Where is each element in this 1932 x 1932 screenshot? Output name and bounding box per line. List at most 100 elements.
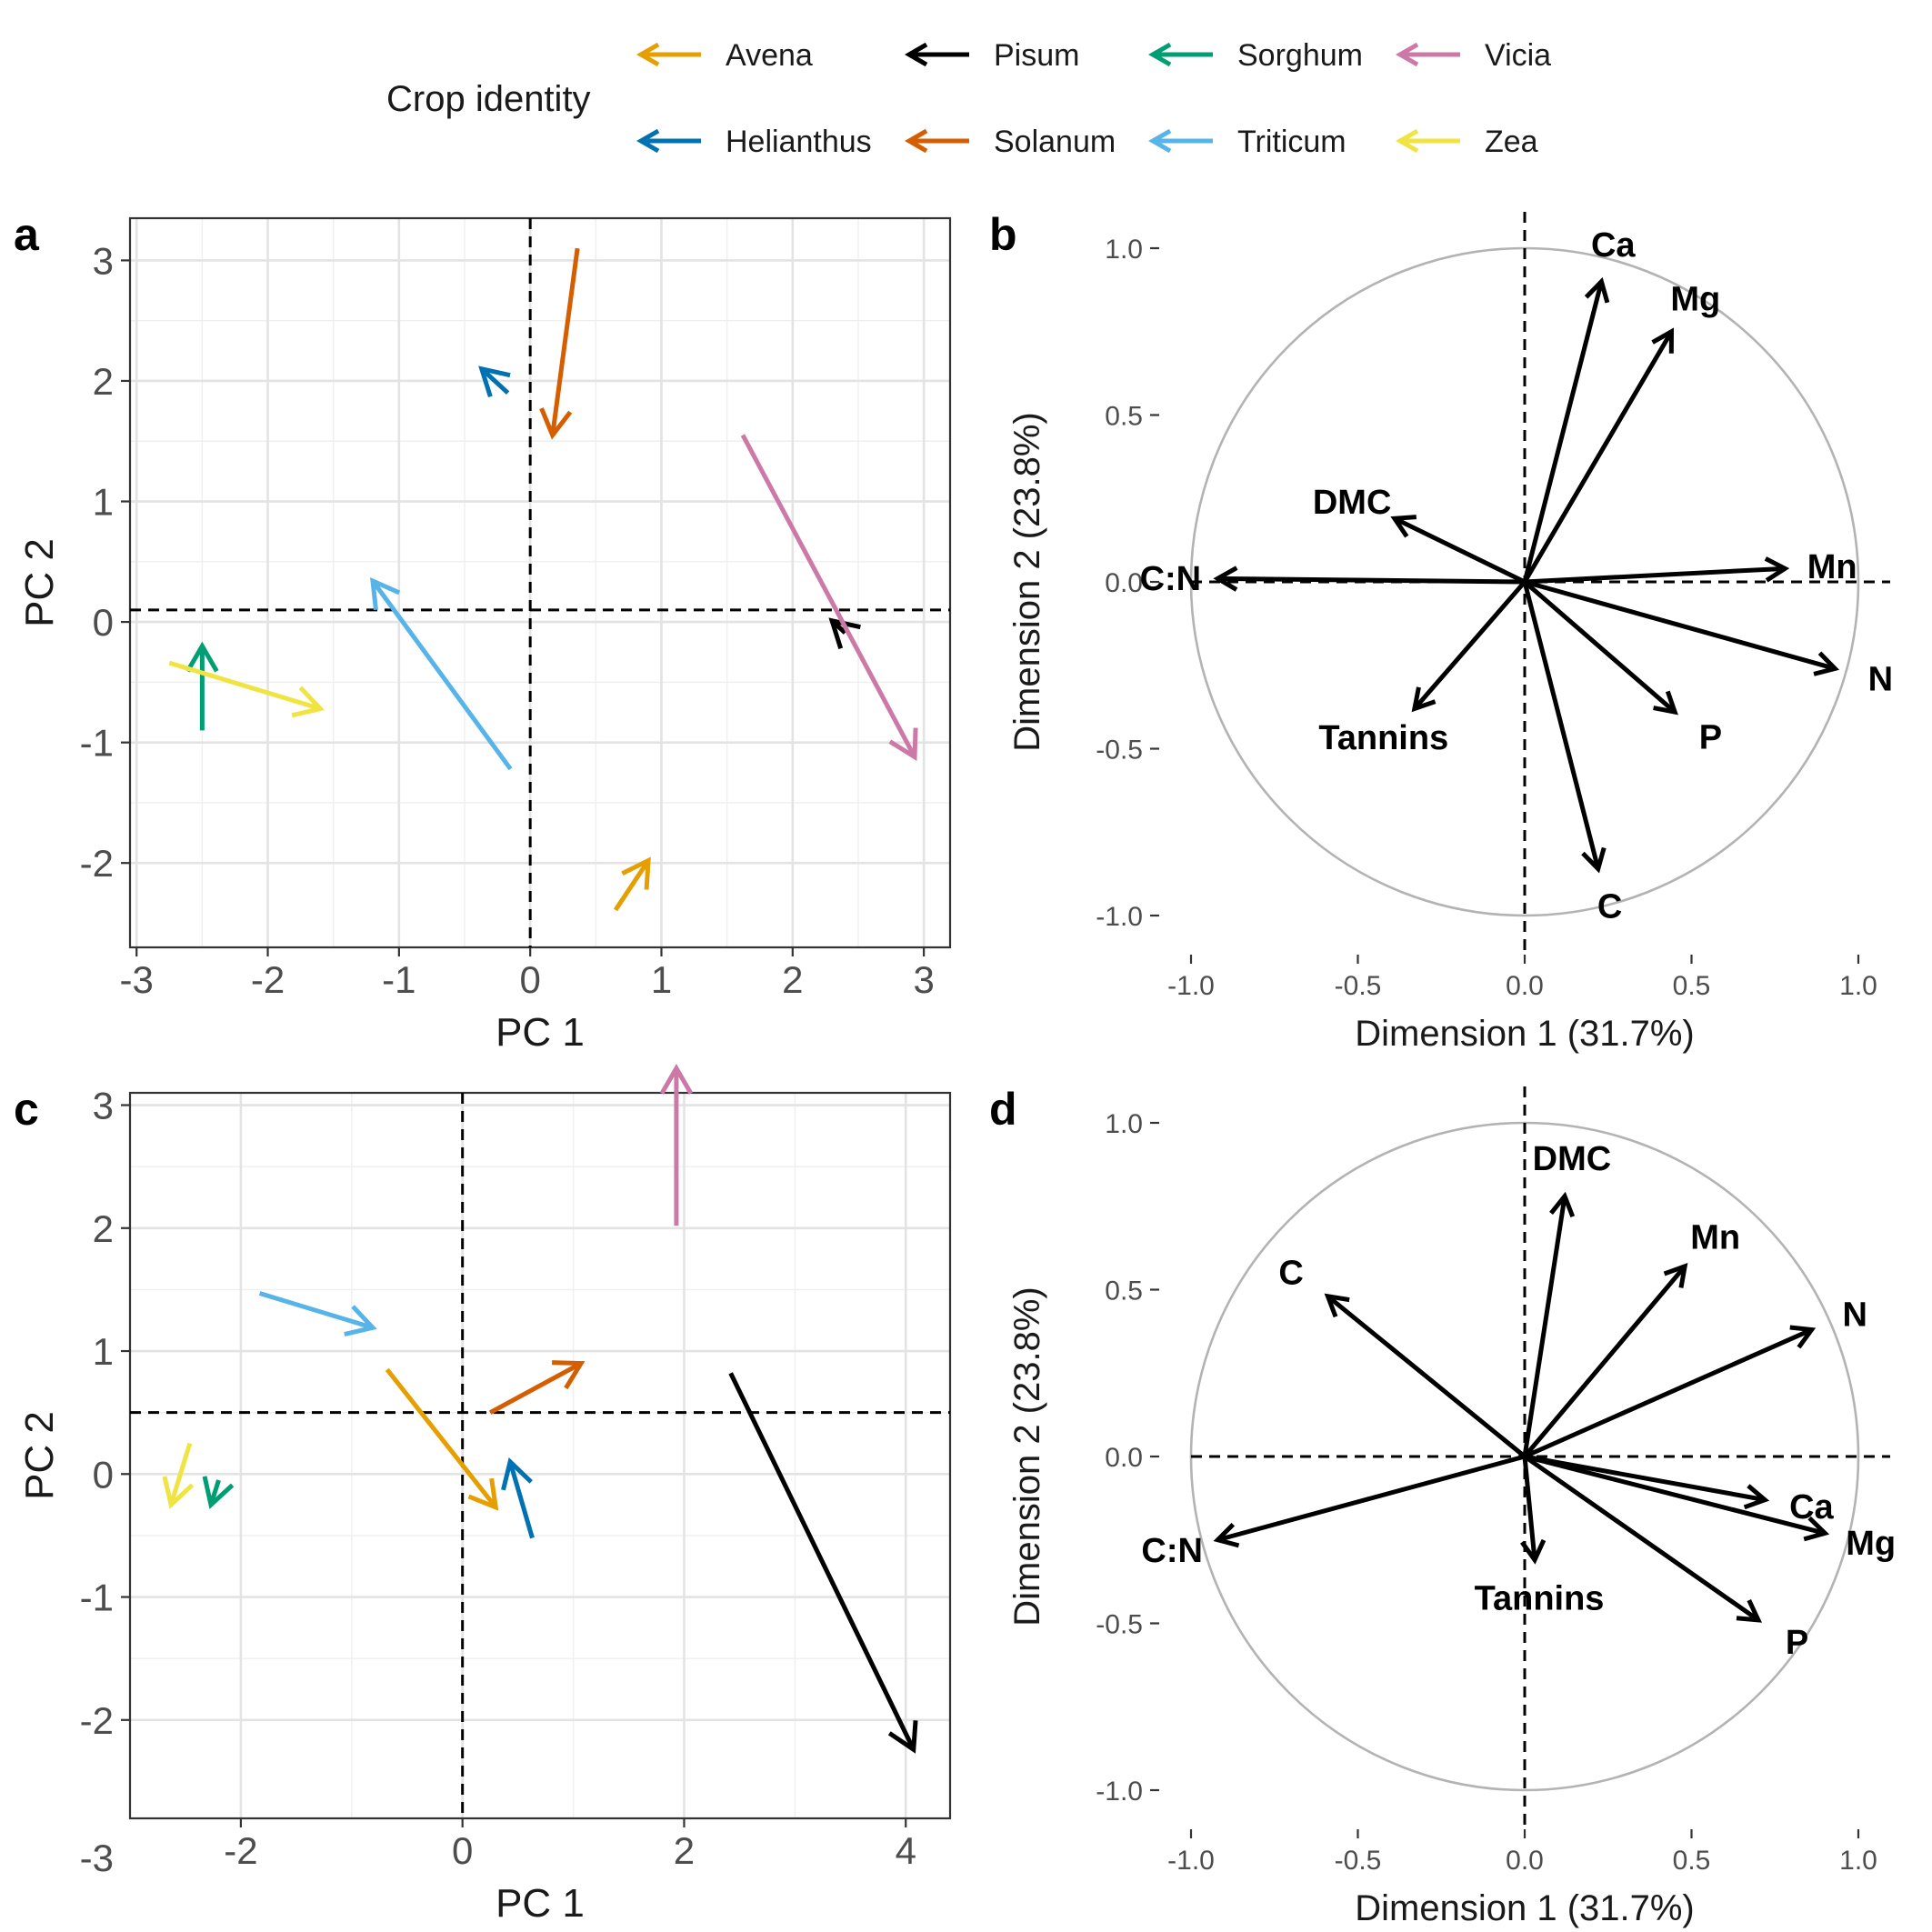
variable-arrow-ca bbox=[1524, 1454, 1770, 1510]
panel-letter-d: d bbox=[989, 1084, 1017, 1135]
arrow-triticum bbox=[370, 576, 513, 771]
x-tick-label: 0.0 bbox=[1506, 971, 1544, 1001]
y-tick-label: 3 bbox=[93, 1085, 114, 1127]
y-axis-title: PC 2 bbox=[17, 1411, 62, 1500]
arrow-helianthus bbox=[478, 365, 511, 397]
arrow-pisum-shaft bbox=[728, 1372, 916, 1751]
y-tick-label: -1.0 bbox=[1096, 902, 1143, 932]
variable-label-dmc: DMC bbox=[1533, 1140, 1612, 1178]
y-axis-title: Dimension 2 (23.8%) bbox=[1007, 1286, 1047, 1627]
variable-arrow-c-n-head bbox=[1213, 566, 1238, 592]
y-tick-label: 3 bbox=[93, 239, 114, 282]
x-tick-label: 0 bbox=[452, 1829, 473, 1872]
variable-arrow-mg-head bbox=[1803, 1516, 1830, 1542]
x-tick-label: -2 bbox=[224, 1829, 257, 1872]
variable-arrow-tannins bbox=[1520, 1456, 1547, 1565]
variable-arrow-c-n bbox=[1213, 566, 1526, 592]
variable-arrow-tannins bbox=[1411, 580, 1527, 713]
variable-arrow-c bbox=[1324, 1293, 1527, 1458]
y-tick-label: 1.0 bbox=[1105, 1109, 1143, 1139]
legend-title: Crop identity bbox=[386, 79, 591, 119]
legend-item-pisum: Pisum bbox=[905, 38, 1079, 73]
y-tick-label: 1.0 bbox=[1105, 235, 1143, 265]
variable-arrow-c-head bbox=[1581, 846, 1607, 874]
arrow-triticum-head bbox=[344, 1305, 377, 1337]
x-axis-title: Dimension 1 (31.7%) bbox=[1355, 1014, 1695, 1054]
series-arrows bbox=[168, 247, 918, 912]
x-tick-label: -1.0 bbox=[1167, 1846, 1215, 1876]
y-tick-label: 0.5 bbox=[1105, 402, 1143, 432]
arrow-avena-head bbox=[467, 1477, 499, 1511]
arrow-triticum-head bbox=[370, 576, 401, 611]
y-tick-label: 0.0 bbox=[1105, 1443, 1143, 1473]
arrow-solanum-head bbox=[539, 407, 573, 440]
variable-arrow-n-head bbox=[1813, 651, 1840, 676]
arrow-sorghum-head bbox=[202, 1476, 235, 1509]
x-tick-label: 0 bbox=[519, 958, 540, 1001]
variable-arrow-dmc bbox=[1390, 515, 1527, 585]
variable-arrow-n-head bbox=[1789, 1325, 1817, 1349]
legend: Crop identity Avena Pisum Sorghum Vicia Heli… bbox=[386, 38, 1551, 159]
arrow-zea-shaft bbox=[168, 1442, 193, 1506]
panel-b-correlation-circle: 1.0 0.5 0.0 -0.5 -1.0 -1.0 -0.5 0.0 0.5 1.0 Dimens… bbox=[989, 209, 1893, 1054]
x-tick-label: 0.5 bbox=[1673, 971, 1711, 1001]
legend-label-helianthus: Helianthus bbox=[726, 125, 872, 159]
legend-items: Avena Pisum Sorghum Vicia Helianthus Solanum T… bbox=[636, 38, 1551, 159]
x-tick-label: 2 bbox=[782, 958, 803, 1001]
variable-label-mg: Mg bbox=[1670, 281, 1720, 319]
legend-item-vicia: Vicia bbox=[1395, 38, 1551, 73]
arrow-avena bbox=[385, 1367, 499, 1511]
variable-label-c-n: C:N bbox=[1141, 1532, 1203, 1570]
arrow-pisum bbox=[728, 1372, 918, 1754]
panel-d-correlation-circle: 1.0 0.5 0.0 -0.5 -1.0 -1.0 -0.5 0.0 0.5 1.0 Dimens… bbox=[989, 1084, 1896, 1928]
plot-border bbox=[128, 216, 952, 949]
arrow-zea-shaft bbox=[168, 660, 321, 711]
x-tick-label: -1 bbox=[382, 958, 415, 1001]
variable-label-p: P bbox=[1786, 1624, 1808, 1662]
x-tick-label: 0.0 bbox=[1506, 1846, 1544, 1876]
legend-item-zea: Zea bbox=[1395, 125, 1538, 159]
legend-label-zea: Zea bbox=[1485, 125, 1538, 159]
legend-key-sorghum-head bbox=[1147, 42, 1172, 67]
variable-arrow-mg bbox=[1522, 327, 1675, 584]
arrow-avena-shaft bbox=[385, 1367, 498, 1509]
arrow-solanum-head bbox=[552, 1360, 586, 1390]
y-tick-label: 0 bbox=[93, 601, 114, 644]
y-tick-label: -1 bbox=[80, 722, 114, 765]
variable-arrow-c-n-shaft bbox=[1217, 576, 1526, 585]
y-tick-label: -1.0 bbox=[1096, 1777, 1143, 1807]
arrow-sorghum bbox=[202, 1476, 235, 1509]
legend-label-triticum: Triticum bbox=[1237, 125, 1346, 159]
x-tick-label: 4 bbox=[896, 1829, 916, 1872]
arrow-vicia bbox=[659, 1063, 694, 1226]
variable-arrow-tannins-shaft bbox=[1522, 1456, 1537, 1561]
panel-c-pca-scores: -2 0 2 4 3 2 1 0 -1 -2 -3 PC 1 PC 2 c bbox=[14, 1063, 952, 1926]
variable-arrows: Ca Mg DMC C:N Mn N Tannins P C bbox=[1140, 226, 1894, 926]
arrow-pisum bbox=[828, 617, 861, 650]
variable-arrow-mn bbox=[1523, 1262, 1688, 1458]
x-tick-label: -2 bbox=[251, 958, 285, 1001]
arrow-helianthus bbox=[501, 1457, 535, 1539]
variable-arrow-mg-shaft bbox=[1522, 330, 1674, 584]
legend-item-triticum: Triticum bbox=[1147, 125, 1346, 159]
x-tick-label: 2 bbox=[674, 1829, 695, 1872]
y-axis-title: Dimension 2 (23.8%) bbox=[1007, 412, 1047, 752]
plot-border bbox=[128, 1091, 952, 1820]
variable-arrow-p-head bbox=[1736, 1599, 1762, 1623]
arrow-zea bbox=[168, 660, 325, 718]
variable-arrow-ca-shaft bbox=[1524, 1454, 1766, 1503]
variable-arrow-c-head bbox=[1324, 1293, 1350, 1318]
panel-a-pca-scores: -3 -2 -1 0 1 2 3 3 2 1 0 -1 -2 PC 1 PC 2 a bbox=[14, 209, 952, 1055]
variable-arrow-tannins-head bbox=[1411, 686, 1436, 713]
variable-label-c-n: C:N bbox=[1140, 560, 1202, 598]
arrow-zea-head bbox=[291, 686, 325, 718]
arrow-triticum-shaft bbox=[370, 579, 513, 771]
x-tick-label: 1 bbox=[651, 958, 672, 1001]
variable-arrow-tannins-head bbox=[1520, 1538, 1547, 1565]
arrow-vicia bbox=[740, 434, 918, 761]
legend-item-solanum: Solanum bbox=[905, 125, 1116, 159]
legend-key-vicia-head bbox=[1395, 42, 1419, 67]
variable-label-mn: Mn bbox=[1690, 1219, 1740, 1257]
variable-label-c: C bbox=[1597, 887, 1622, 926]
